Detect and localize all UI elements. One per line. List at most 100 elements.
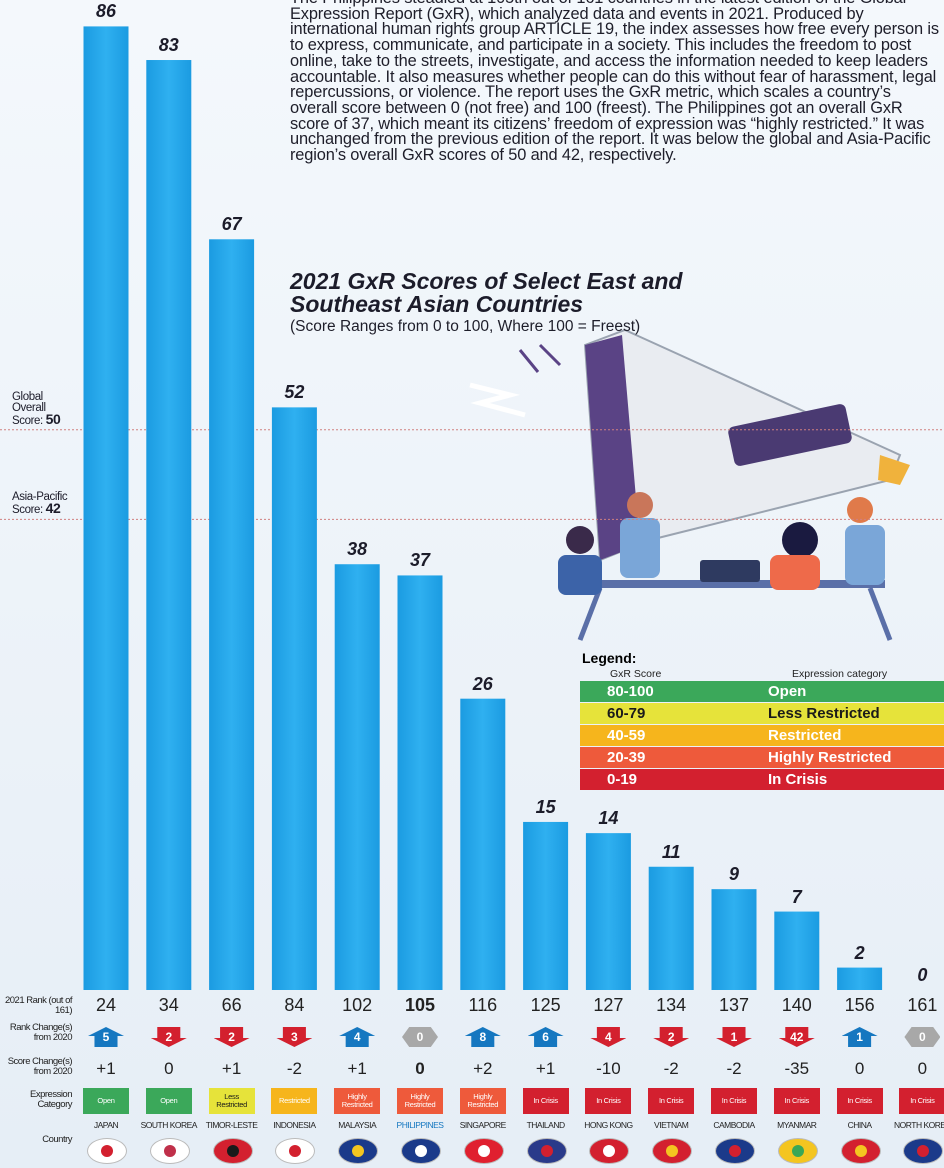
reference-label-text: Asia-Pacific Score: [12,491,68,517]
rank-change: 0 [904,1027,941,1047]
country-name: CAMBODIA [713,1120,755,1130]
category: In Crisis [711,1088,757,1114]
rank: 156 [844,995,875,1015]
legend-range: 20-39 [607,749,646,766]
score-change: -10 [596,1059,621,1078]
score-change: +1 [535,1059,556,1078]
value-label: 15 [535,796,556,817]
category: Open [83,1088,129,1114]
paragraph: The Philippines steadied at 105th out of… [290,0,939,165]
flag-emblem [666,1145,679,1157]
category: In Crisis [836,1088,883,1114]
value-label: 67 [221,214,242,235]
reference-label-text: Global Overall Score: [12,390,46,427]
rank: 105 [404,995,436,1015]
flag [840,1138,881,1164]
score-change: +1 [221,1059,242,1078]
flag-emblem [477,1145,490,1157]
flag [149,1138,190,1164]
rank-change: 2 [150,1027,187,1047]
row-label: Rank Change(s) from 2020 [9,1022,73,1043]
row-label: Country [42,1134,72,1145]
flag-emblem [791,1145,804,1157]
category: In Crisis [899,1088,944,1114]
rank-change: 6 [527,1027,564,1047]
country-name: TIMOR-LESTE [205,1120,258,1130]
flag [338,1138,379,1164]
score-change: -2 [286,1059,302,1078]
reference-label: Global Overall Score: 50 [12,390,72,427]
flag [87,1138,127,1164]
rank: 127 [593,995,624,1015]
rank: 102 [342,995,373,1015]
category: In Crisis [773,1088,820,1114]
bar [460,698,506,990]
country-name: THAILAND [526,1120,566,1130]
rank-change: 4 [339,1027,376,1047]
flag-emblem [163,1145,176,1157]
score-change: 0 [854,1059,865,1078]
value-label: 14 [598,808,619,829]
value-label: 86 [95,1,117,22]
score-change: +1 [96,1059,116,1078]
reference-value: 42 [45,500,61,517]
legend-range: 40-59 [607,727,646,744]
country-name: SOUTH KOREA [140,1120,198,1130]
rank-change: 8 [464,1027,501,1047]
legend-header: Expression category [792,668,888,680]
value-label: 38 [347,539,368,560]
country-name: PHILIPPINES [396,1120,444,1130]
flag [212,1138,253,1164]
flag-emblem [101,1145,113,1157]
score-change: 0 [164,1059,174,1078]
flag-emblem [352,1145,365,1157]
country-name: NORTH KOREA [894,1120,944,1130]
value-label: 7 [791,886,802,907]
rank-change: 3 [276,1027,313,1047]
row-label: Expression Category [30,1089,73,1110]
rank: 24 [95,995,117,1015]
flag-emblem [917,1145,930,1157]
rank-change: 4 [590,1027,627,1047]
flag [589,1138,630,1164]
flag-emblem [226,1145,239,1157]
country-name: HONG KONG [584,1120,633,1130]
value-label: 11 [661,841,681,862]
flag [275,1138,316,1164]
legend-category: Open [768,683,807,700]
score-change: -2 [726,1059,742,1078]
value-label: 9 [728,864,739,885]
flag-emblem [854,1145,867,1157]
category: Less Restricted [208,1088,255,1114]
score-change: 0 [917,1059,928,1078]
rank: 137 [718,995,750,1015]
rank: 84 [284,995,305,1015]
legend-row: 20-39 Highly Restricted [580,747,944,768]
flag [463,1138,504,1164]
legend-range: 0-19 [607,771,638,788]
bar [648,866,694,990]
category: Highly Restricted [459,1088,506,1114]
bar [397,575,443,990]
chart-subtitle: (Score Ranges from 0 to 100, Where 100 =… [290,318,641,335]
illustration [469,328,910,641]
country-name: INDONESIA [273,1120,316,1130]
country-name: MALAYSIA [338,1120,377,1130]
legend-row: 0-19 In Crisis [580,769,944,790]
flag-emblem [729,1145,741,1157]
chart-title: 2021 GxR Scores of Select East and South… [290,268,683,317]
legend-row: 40-59 Restricted [580,725,944,746]
rank: 66 [221,995,242,1015]
rank-change: 42 [778,1027,815,1047]
flag [526,1138,567,1164]
reference-label: Asia-Pacific Score: 42 [12,491,72,517]
category: In Crisis [648,1088,695,1114]
flag-emblem [289,1145,302,1157]
row-label: Score Change(s) from 2020 [7,1056,73,1077]
score-change: +2 [473,1059,493,1078]
value-label: 37 [409,550,431,571]
bar [523,821,569,990]
rank-change: 2 [653,1027,690,1047]
